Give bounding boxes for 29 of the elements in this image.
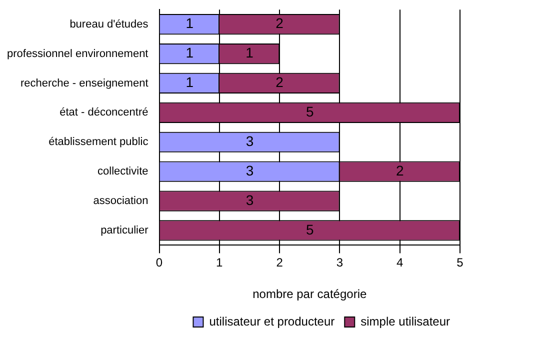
x-tick-label: 4 [396, 256, 404, 270]
data-label: 2 [396, 162, 404, 178]
data-label: 1 [246, 44, 254, 61]
y-tick-label: particulier [100, 224, 149, 237]
data-label: 3 [246, 192, 254, 208]
y-tick-label: collectivite [98, 166, 148, 178]
x-tick-label: 5 [456, 256, 464, 270]
data-label: 1 [186, 74, 194, 90]
y-tick-label: établissement public [48, 136, 149, 148]
data-label: 3 [246, 132, 254, 149]
data-label: 3 [246, 162, 254, 178]
data-label: 1 [186, 15, 194, 32]
x-tick-label: 3 [336, 256, 344, 270]
data-label: 2 [276, 15, 284, 32]
x-axis-title: nombre par catégorie [252, 287, 367, 302]
x-tick-label: 2 [276, 256, 284, 270]
y-tick-label: recherche - enseignement [20, 77, 148, 90]
y-tick-label: état - déconcentré [60, 106, 148, 119]
data-label: 1 [186, 44, 194, 61]
data-label: 5 [306, 221, 314, 238]
x-tick-label: 1 [216, 256, 224, 270]
legend-label: utilisateur et producteur [209, 314, 335, 328]
data-label: 2 [276, 74, 284, 90]
data-label: 5 [306, 104, 314, 120]
y-tick-label: association [93, 195, 148, 208]
x-tick-label: 0 [156, 256, 163, 270]
y-tick-label: bureau d'études [70, 18, 149, 30]
legend-label: simple utilisateur [360, 314, 450, 328]
y-tick-label: professionnel environnement [6, 48, 148, 60]
